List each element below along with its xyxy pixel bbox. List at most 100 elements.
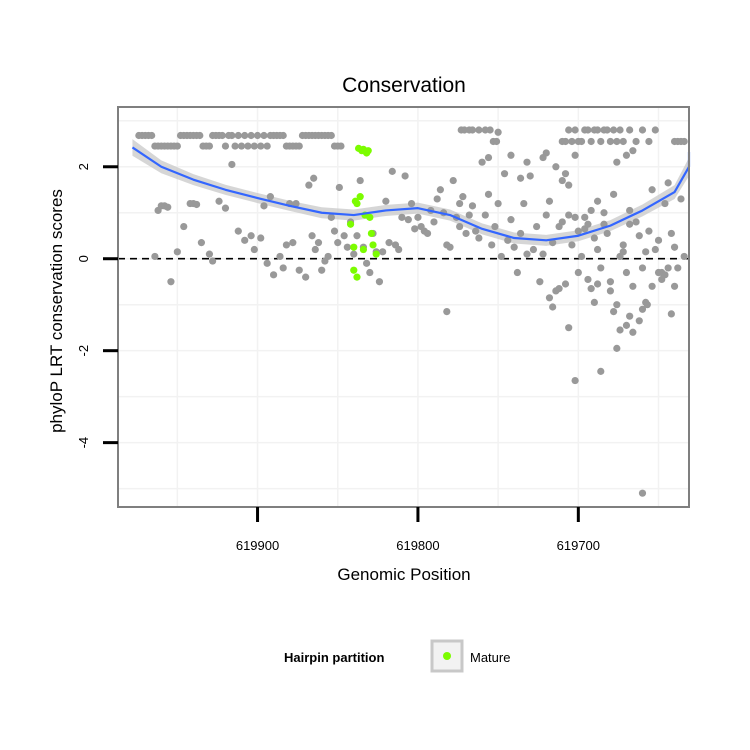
data-point <box>561 170 570 178</box>
data-point <box>215 197 223 205</box>
data-point <box>606 137 615 146</box>
data-point <box>504 236 512 244</box>
data-point <box>292 199 300 208</box>
data-point <box>654 268 663 277</box>
data-point <box>533 222 541 231</box>
data-point <box>486 126 494 134</box>
legend-label-mature: Mature <box>470 650 510 665</box>
data-point-mature <box>350 243 358 251</box>
data-point <box>305 181 313 189</box>
data-point <box>173 248 181 256</box>
data-point <box>484 153 493 162</box>
data-point <box>632 137 640 146</box>
data-point <box>619 241 627 249</box>
data-point <box>670 243 679 251</box>
data-point <box>334 239 342 247</box>
data-point <box>593 197 602 205</box>
data-point <box>475 234 483 242</box>
data-point <box>295 142 303 150</box>
data-point <box>475 126 483 134</box>
data-point <box>626 206 634 215</box>
data-point <box>468 126 477 134</box>
data-point <box>209 257 217 265</box>
data-point <box>642 248 650 256</box>
x-axis-title: Genomic Position <box>337 565 470 584</box>
data-point <box>398 213 406 221</box>
data-point <box>196 131 204 140</box>
data-point <box>565 181 573 189</box>
data-point <box>606 287 615 295</box>
data-point <box>632 218 640 226</box>
data-point <box>677 195 685 203</box>
data-point <box>600 209 608 217</box>
data-point <box>613 137 621 146</box>
data-point <box>680 137 688 146</box>
data-point <box>260 131 268 140</box>
data-point <box>343 243 351 251</box>
data-point-mature <box>346 220 355 228</box>
data-point-mature <box>364 147 372 155</box>
data-point <box>295 266 303 274</box>
data-point <box>266 193 274 201</box>
data-point <box>379 248 387 256</box>
data-point <box>513 268 521 277</box>
data-point <box>619 248 627 256</box>
y-tick-label: 2 <box>76 163 91 170</box>
data-point <box>247 131 255 140</box>
data-point <box>552 163 560 171</box>
data-point <box>488 241 496 249</box>
data-point <box>234 227 242 235</box>
data-point <box>263 142 271 150</box>
data-point <box>507 216 515 224</box>
data-point <box>289 239 297 247</box>
data-point <box>597 367 605 375</box>
data-point <box>205 142 214 150</box>
data-point <box>584 126 592 134</box>
data-point <box>593 280 602 288</box>
data-point <box>635 232 643 240</box>
data-point <box>571 376 579 385</box>
data-point <box>247 232 255 240</box>
data-point <box>478 158 486 166</box>
data-point <box>597 137 605 146</box>
data-point <box>218 131 226 140</box>
data-point <box>610 126 618 134</box>
data-point <box>613 301 621 309</box>
data-point <box>680 252 688 261</box>
data-point <box>481 211 489 219</box>
data-point <box>571 151 579 159</box>
data-point <box>465 211 473 219</box>
data-point <box>616 326 624 334</box>
data-point <box>645 137 653 146</box>
legend-title: Hairpin partition <box>284 650 384 665</box>
data-point <box>539 250 547 258</box>
data-point <box>263 259 271 267</box>
data-point <box>500 170 509 178</box>
data-point <box>635 317 643 325</box>
data-point <box>561 137 570 146</box>
x-tick-label: 619700 <box>557 538 600 553</box>
data-point <box>269 271 278 279</box>
data-point <box>385 239 393 247</box>
data-point <box>590 298 598 307</box>
data-point <box>244 142 252 150</box>
data-point <box>164 203 172 211</box>
data-point <box>491 222 499 231</box>
data-point <box>310 174 318 182</box>
data-point <box>565 324 573 332</box>
data-point <box>494 199 502 208</box>
smooth-line <box>131 146 691 242</box>
data-point <box>192 200 201 209</box>
data-point <box>670 282 679 290</box>
data-point <box>651 245 659 254</box>
data-point <box>597 264 605 272</box>
data-point <box>302 273 310 281</box>
data-point <box>667 229 675 238</box>
data-point <box>401 172 409 180</box>
data-point <box>626 220 634 228</box>
data-point <box>603 229 611 238</box>
data-point <box>494 128 502 136</box>
data-point <box>279 131 287 140</box>
data-point <box>459 193 467 201</box>
